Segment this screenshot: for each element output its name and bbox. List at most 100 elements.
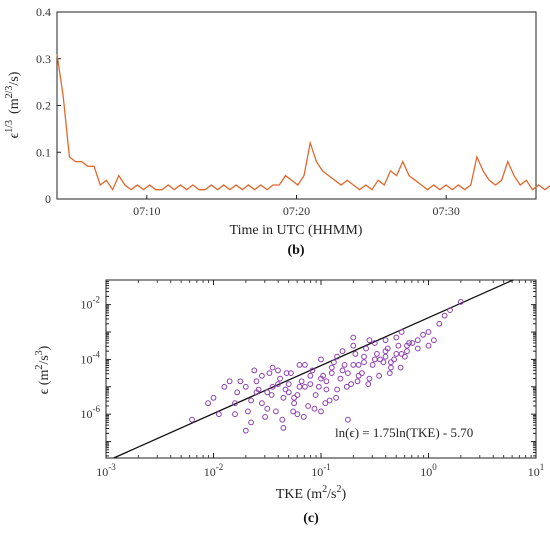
regression-fit-line: [113, 279, 514, 459]
scatter-point: [457, 299, 464, 305]
scatter-point: [361, 353, 367, 360]
y-label-sup2: 3: [34, 350, 45, 355]
scatter-point: [305, 403, 312, 409]
scatter-point: [245, 408, 251, 415]
y-tick-label: 0.1: [36, 145, 51, 159]
y-label-tail: ): [37, 345, 52, 350]
scatter-point: [345, 416, 351, 423]
scatter-point: [326, 397, 333, 404]
scatter-point: [414, 337, 421, 344]
scatter-point: [382, 337, 389, 344]
scatter-point: [294, 392, 301, 398]
scatter-point: [323, 378, 330, 385]
scatter-point: [285, 389, 292, 396]
scatter-point: [328, 364, 335, 371]
scatter-point: [282, 386, 289, 393]
scatter-point: [307, 372, 314, 379]
line-chart-plot-area: [56, 11, 537, 200]
scatter-chart-y-ticks: 10-6 10-4 10-2: [81, 281, 536, 457]
scatter-point: [269, 383, 276, 390]
scatter-point: [369, 362, 376, 368]
line-chart-y-axis-label: ϵ1/3 (m2/3/s): [4, 71, 22, 138]
x-label-tail: ): [341, 487, 346, 502]
scatter-point: [296, 383, 303, 390]
scatter-point: [393, 334, 400, 341]
scatter-point: [264, 405, 271, 412]
scatter-point: [312, 392, 319, 398]
scatter-point: [210, 394, 217, 401]
scatter-point: [420, 331, 427, 338]
scatter-point: [339, 348, 346, 355]
scatter-point: [294, 411, 301, 418]
scatter-point: [298, 378, 305, 385]
scatter-point: [221, 383, 228, 390]
scatter-point: [345, 370, 351, 377]
scatter-point: [291, 400, 298, 407]
scatter-point: [366, 337, 373, 344]
scatter-point: [296, 362, 303, 368]
scatter-point: [447, 307, 453, 314]
scatter-chart-y-axis-label: ϵ (m2/s3): [34, 345, 52, 394]
scatter-point: [361, 359, 367, 366]
scatter-point: [374, 351, 380, 357]
x-tick-label: 10-3: [96, 462, 116, 479]
scatter-point: [307, 381, 314, 388]
scatter-point: [273, 408, 279, 415]
scatter-point: [354, 378, 361, 385]
scatter-point: [343, 383, 350, 390]
scatter-point: [425, 329, 432, 335]
scatter-point: [395, 342, 402, 349]
scatter-point: [365, 381, 372, 388]
scatter-point: [290, 408, 297, 415]
scatter-point: [205, 400, 212, 407]
scatter-point: [436, 320, 443, 327]
scatter-point: [352, 351, 359, 357]
y-label-units-exponent: 2/3: [4, 86, 15, 99]
scatter-point: [376, 372, 383, 379]
scatter-point: [425, 342, 432, 349]
scatter-point: [269, 364, 276, 371]
scatter-point: [391, 356, 398, 363]
scatter-point: [397, 364, 404, 371]
panel-b-label: (b): [287, 243, 304, 258]
x-tick-label: 10-1: [311, 462, 331, 479]
scatter-point: [401, 353, 408, 360]
scatter-point: [248, 419, 255, 426]
scatter-point: [348, 381, 355, 388]
line-chart-x-axis-label: Time in UTC (HHMM): [230, 223, 363, 238]
scatter-point: [248, 397, 255, 404]
scatter-point: [291, 394, 298, 401]
y-label-epsilon: ϵ: [7, 132, 22, 138]
scatter-point: [441, 312, 448, 319]
scatter-point: [266, 370, 273, 377]
y-tick-label: 10-6: [81, 404, 101, 421]
scatter-point: [280, 425, 287, 431]
line-series: [56, 54, 550, 192]
scatter-point: [302, 383, 308, 390]
y-label-units: (m: [7, 98, 22, 114]
scatter-point: [404, 348, 410, 355]
scatter-chart-x-ticks: 10-3 10-2 10-1 100 101: [96, 280, 544, 479]
scatter-point: [234, 389, 241, 396]
scatter-point: [355, 362, 362, 368]
scatter-point: [302, 362, 308, 368]
scatter-point: [262, 414, 269, 420]
scatter-point: [334, 353, 341, 360]
scatter-point: [328, 370, 335, 377]
scatter-point: [386, 370, 393, 377]
scatter-point: [309, 367, 316, 374]
scatter-point: [333, 394, 340, 401]
scatter-point: [414, 345, 421, 352]
x-tick-label: 100: [420, 462, 437, 479]
scatter-point: [253, 378, 260, 385]
y-label-units-tail: /s): [7, 71, 22, 85]
y-tick-label: 0.4: [36, 5, 51, 19]
y-tick-label: 10-2: [81, 295, 101, 312]
scatter-point: [268, 392, 275, 398]
x-tick-label: 101: [528, 462, 545, 479]
scatter-point: [355, 372, 362, 379]
scatter-point: [380, 359, 387, 366]
scatter-point: [363, 345, 370, 352]
x-label-mid: /s: [327, 487, 336, 502]
